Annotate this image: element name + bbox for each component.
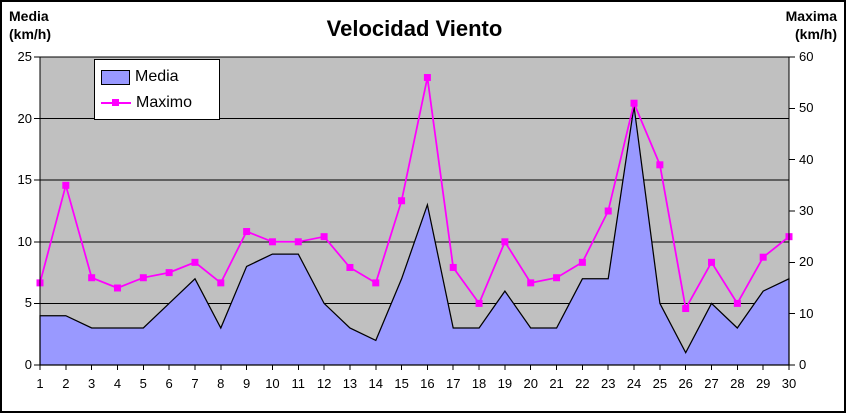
media-area-swatch [101, 69, 130, 85]
right-axis-title: Maxima (km/h) [786, 7, 837, 43]
maximo-marker [682, 305, 690, 313]
maximo-marker [475, 299, 483, 307]
maximo-marker [501, 238, 509, 246]
maximo-marker [294, 238, 302, 246]
maximo-marker [268, 238, 276, 246]
maximo-marker [527, 279, 535, 287]
maximo-line-swatch [101, 99, 131, 106]
maximo-marker [372, 279, 380, 287]
maximo-marker [165, 269, 173, 277]
maximo-marker [733, 299, 741, 307]
maximo-marker [88, 274, 96, 282]
maximo-line-series [39, 77, 790, 312]
maximo-marker [191, 258, 199, 266]
maximo-marker [139, 274, 147, 282]
maximo-marker [630, 99, 638, 107]
legend-label-media: Media [135, 68, 179, 85]
maximo-marker [320, 233, 328, 241]
maximo-marker [346, 263, 354, 271]
maximo-marker [62, 181, 70, 189]
maximo-marker [243, 228, 251, 236]
legend-item-media: Media [101, 69, 213, 85]
maximo-marker [759, 253, 767, 261]
maximo-marker [449, 263, 457, 271]
maximo-marker [423, 74, 431, 82]
maximo-marker [217, 279, 225, 287]
legend-item-maximo: Maximo [101, 95, 213, 111]
maximo-marker [604, 207, 612, 215]
right-axis-title-line1: Maxima [785, 8, 837, 24]
right-axis-title-line2: (km/h) [795, 26, 837, 42]
maximo-marker-swatch [112, 99, 119, 106]
left-axis-title-line2: (km/h) [9, 26, 51, 42]
maximo-marker [553, 274, 561, 282]
legend: Media Maximo [94, 59, 220, 120]
legend-label-maximo: Maximo [136, 94, 193, 111]
chart-title: Velocidad Viento [326, 16, 503, 41]
maximo-marker [113, 284, 121, 292]
left-axis-title-line1: Media [9, 8, 49, 24]
maximo-marker [656, 161, 664, 169]
left-axis-title: Media (km/h) [9, 7, 51, 43]
maximo-marker [708, 258, 716, 266]
maximo-marker [398, 197, 406, 205]
media-area-series [39, 106, 790, 366]
maximo-marker [578, 258, 586, 266]
